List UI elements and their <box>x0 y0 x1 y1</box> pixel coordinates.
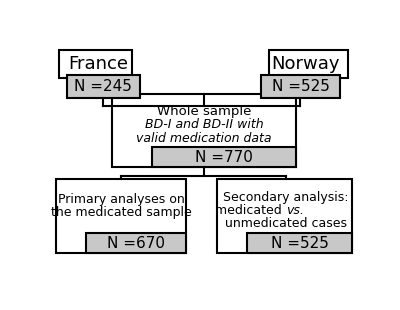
FancyBboxPatch shape <box>56 179 186 253</box>
Text: medicated: medicated <box>216 204 286 217</box>
Text: BD-I and BD-II with: BD-I and BD-II with <box>145 118 263 131</box>
Text: the medicated sample: the medicated sample <box>51 206 192 219</box>
Text: Norway: Norway <box>272 55 340 73</box>
FancyBboxPatch shape <box>247 233 352 253</box>
FancyBboxPatch shape <box>86 233 186 253</box>
FancyBboxPatch shape <box>152 147 296 167</box>
Text: valid medication data: valid medication data <box>136 132 272 145</box>
Text: N =525: N =525 <box>272 79 330 94</box>
Text: N =770: N =770 <box>195 150 253 165</box>
FancyBboxPatch shape <box>268 50 348 78</box>
Text: unmedicated cases: unmedicated cases <box>225 217 347 230</box>
FancyBboxPatch shape <box>67 75 140 98</box>
FancyBboxPatch shape <box>59 50 132 78</box>
Text: N =525: N =525 <box>271 236 328 251</box>
Text: Secondary analysis:: Secondary analysis: <box>224 191 349 204</box>
Text: France: France <box>69 55 129 73</box>
Text: N =245: N =245 <box>74 79 132 94</box>
FancyBboxPatch shape <box>261 75 340 98</box>
Text: medicated             unmedicated cases: medicated unmedicated cases <box>166 204 400 217</box>
Text: Whole sample: Whole sample <box>157 105 251 118</box>
FancyBboxPatch shape <box>112 95 296 167</box>
Text: N =670: N =670 <box>107 236 165 251</box>
Text: Primary analyses on: Primary analyses on <box>58 193 185 206</box>
Text: vs.: vs. <box>286 204 304 217</box>
FancyBboxPatch shape <box>218 179 352 253</box>
